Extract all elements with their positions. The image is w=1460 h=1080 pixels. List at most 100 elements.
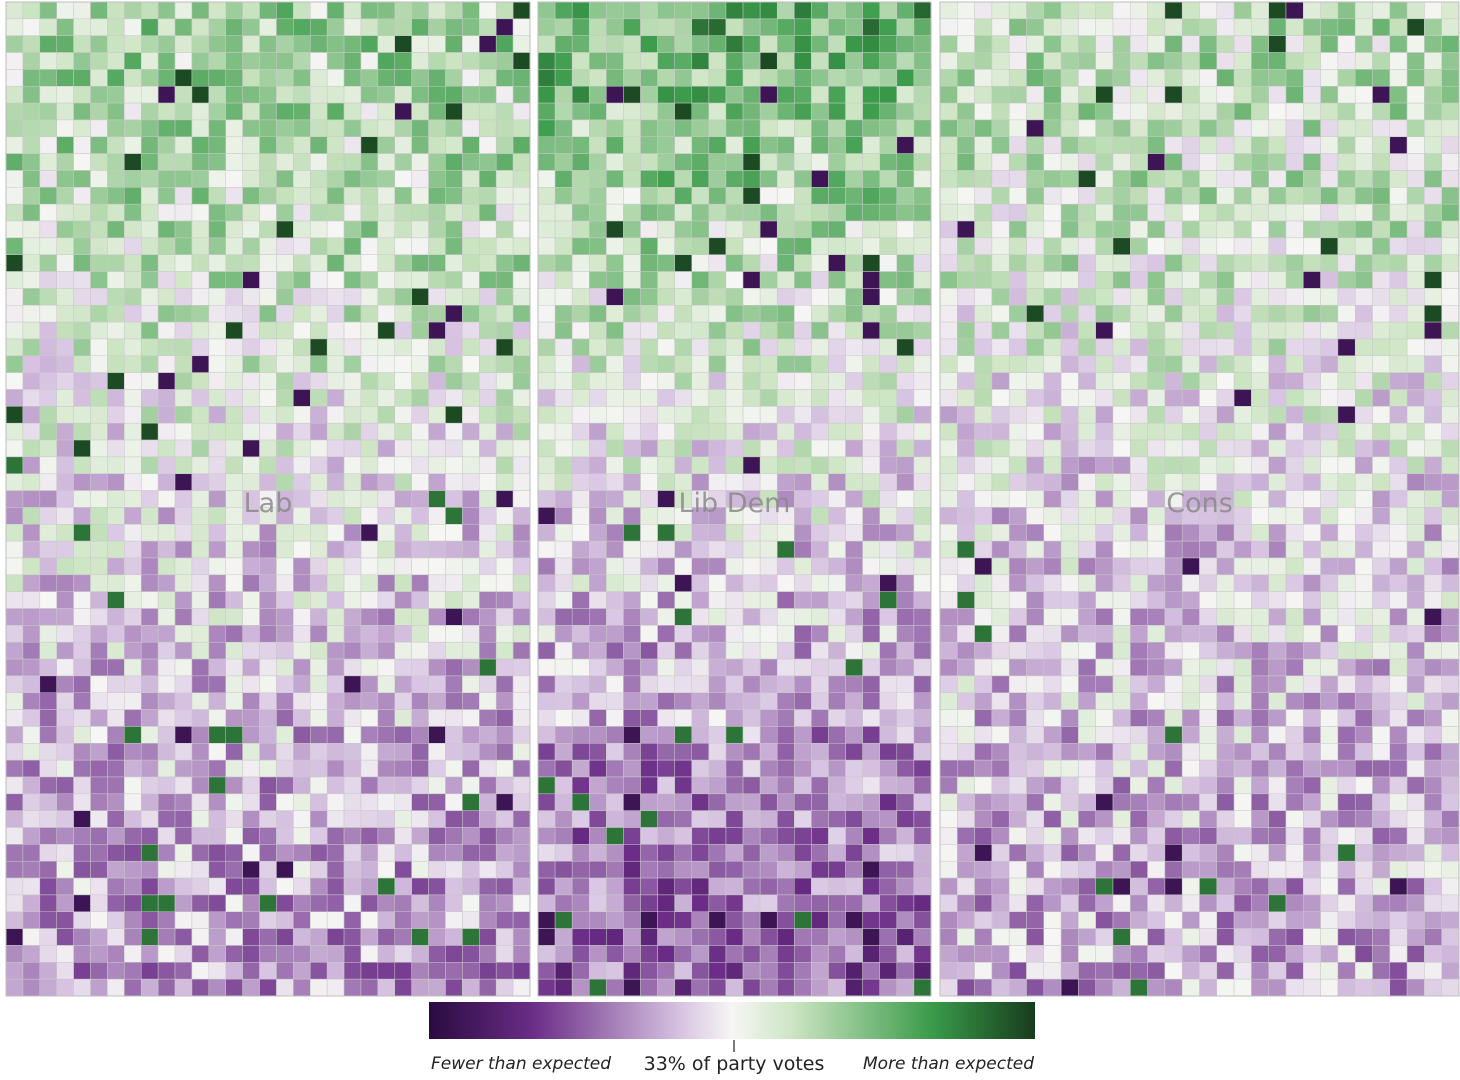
heatmap-cell [537,675,556,694]
heatmap-cell [1424,490,1442,508]
heatmap-cell [1112,692,1131,710]
heatmap-cell [411,793,429,811]
heatmap-cell [725,524,744,542]
heatmap-cell [862,355,880,373]
heatmap-cell [1199,574,1218,592]
heatmap-cell [377,422,396,441]
heatmap-cell [1354,743,1373,761]
heatmap-cell [310,507,328,525]
heatmap-cell [708,743,727,761]
heatmap-cell [725,1,744,20]
heatmap-cell [623,422,641,441]
heatmap-cell [623,355,641,373]
heatmap-cell [1008,203,1027,222]
heatmap-cell [1268,69,1287,87]
heatmap-cell [479,254,497,272]
heatmap-cell [90,726,108,744]
heatmap-cell [1233,355,1252,373]
heatmap-cell [326,574,345,592]
heatmap-cell [554,978,573,997]
heatmap-cell [957,692,975,710]
heatmap-cell [1251,170,1269,188]
heatmap-cell [1303,305,1321,323]
heatmap-cell [1043,456,1062,474]
heatmap-cell [828,355,846,373]
heatmap-cell [974,793,993,811]
heatmap-cell [512,945,531,963]
heatmap-cell [725,658,744,677]
heatmap-cell [1424,52,1442,70]
heatmap-cell [957,271,975,289]
heatmap-cell [725,35,744,53]
heatmap-cell [974,524,993,542]
heatmap-cell [606,237,624,255]
heatmap-cell [428,422,446,441]
heatmap-cell [1268,658,1287,677]
heatmap-cell [310,35,328,53]
heatmap-cell [589,591,607,609]
heatmap-cell [1216,237,1235,255]
heatmap-cell [1130,338,1148,357]
heatmap-cell [939,759,958,778]
heatmap-cell [759,759,778,778]
heatmap-cell [974,962,993,980]
heatmap-cell [1060,170,1079,188]
heatmap-cell [657,911,675,929]
heatmap-cell [913,237,932,255]
heatmap-cell [293,776,311,795]
heatmap-cell [1389,439,1408,458]
heatmap-cell [1112,877,1131,896]
heatmap-cell [1372,119,1391,138]
heatmap-cell [957,237,975,255]
heatmap-cell [725,372,744,390]
heatmap-cell [606,726,624,744]
heatmap-cell [554,473,573,491]
heatmap-cell [991,709,1010,727]
heatmap-cell [1008,641,1027,660]
heatmap-cell [1320,793,1339,811]
heatmap-cell [394,35,412,53]
heatmap-cell [445,254,463,272]
heatmap-cell [1164,675,1183,694]
heatmap-cell [22,490,41,508]
heatmap-cell [623,743,641,761]
heatmap-cell [428,625,446,643]
heatmap-cell [462,860,480,879]
heatmap-cell [1181,860,1200,879]
heatmap-cell [124,69,142,87]
heatmap-cell [1026,406,1045,424]
heatmap-cell [1441,962,1460,980]
heatmap-cell [1078,372,1096,390]
heatmap-cell [73,220,91,239]
heatmap-cell [1130,69,1148,87]
heatmap-cell [208,372,226,390]
heatmap-cell [674,220,693,239]
heatmap-cell [1026,759,1045,778]
heatmap-cell [343,776,362,795]
heatmap-cell [512,877,531,896]
heatmap-cell [1008,827,1027,845]
heatmap-cell [1233,102,1252,121]
heatmap-cell [862,675,880,694]
heatmap-cell [1320,962,1339,980]
heatmap-cell [326,271,345,289]
heatmap-cell [259,338,277,357]
heatmap-cell [879,102,898,121]
heatmap-cell [939,911,958,929]
heatmap-cell [1060,675,1079,694]
heatmap-cell [974,658,993,677]
heatmap-cell [326,18,345,36]
heatmap-cell [1147,894,1166,913]
heatmap-cell [1060,877,1079,896]
heatmap-cell [974,85,993,104]
heatmap-cell [1060,962,1079,980]
heatmap-cell [1424,305,1442,323]
heatmap-cell [428,540,446,559]
heatmap-cell [1112,574,1131,592]
heatmap-cell [1199,288,1218,306]
heatmap-cell [22,978,41,997]
heatmap-cell [589,962,607,980]
heatmap-cell [1441,540,1460,559]
heatmap-cell [462,540,480,559]
heatmap-cell [1060,136,1079,154]
